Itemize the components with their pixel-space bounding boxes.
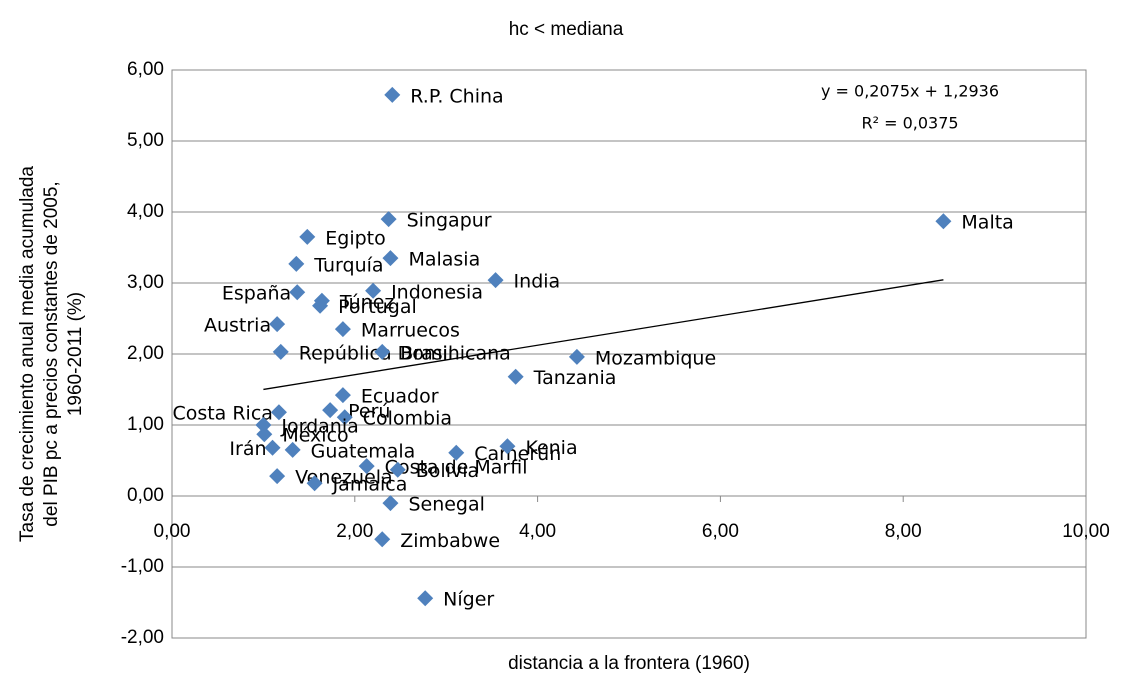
point (374, 343, 391, 360)
point (288, 255, 305, 272)
point (417, 590, 434, 607)
point (270, 404, 287, 421)
point (272, 343, 289, 360)
point-label: Malta (961, 212, 1013, 234)
point-label: Ecuador (361, 386, 439, 408)
point-label: Indonesia (391, 281, 483, 303)
point-label: Jamaica (332, 474, 408, 496)
point (380, 211, 397, 228)
point (336, 409, 353, 426)
point-label: Malasia (408, 249, 480, 271)
y-axis-title-line: Tasa de crecimiento anual media acumulad… (17, 166, 38, 542)
point (255, 417, 272, 433)
point-label: Guatemala (311, 440, 416, 462)
point-label: Irán (229, 438, 266, 460)
point-label: España (222, 283, 291, 305)
y-tick-label: 5,00 (127, 130, 164, 151)
point-label: República Dominicana (299, 342, 511, 364)
trend-equation: y = 0,2075x + 1,2936 (821, 82, 999, 101)
point-label: Tanzania (533, 367, 617, 389)
point (389, 461, 406, 478)
point (374, 531, 391, 548)
x-axis-title: distancia a la frontera (1960) (508, 653, 750, 674)
point (334, 321, 351, 338)
y-tick-label: 6,00 (127, 59, 164, 80)
point-label: Turquía (313, 254, 383, 276)
x-tick-label: 4,00 (519, 521, 556, 542)
point-label: México (282, 425, 348, 447)
y-tick-label: 4,00 (127, 201, 164, 222)
point-label: Zimbabwe (400, 530, 500, 552)
point-label: India (514, 271, 561, 293)
point-label: Kenia (525, 437, 577, 459)
point (299, 228, 316, 245)
y-tick-label: -2,00 (121, 627, 164, 648)
point (269, 316, 286, 333)
point-label: Mozambique (595, 347, 716, 369)
point-label: Perú (348, 401, 390, 423)
point-label: Egipto (325, 227, 385, 249)
point (334, 387, 351, 404)
point (935, 213, 952, 230)
point (322, 402, 339, 419)
x-tick-label: 8,00 (885, 521, 922, 542)
point-label: Colombia (363, 408, 452, 430)
point-label: Marruecos (361, 320, 460, 342)
point (384, 86, 401, 103)
y-tick-label: 2,00 (127, 343, 164, 364)
point (269, 468, 286, 485)
point-label: R.P. China (410, 85, 503, 107)
point-label: Bolivia (416, 460, 479, 482)
point (487, 272, 504, 289)
point-label: Camerún (474, 443, 561, 465)
x-tick-label: 2,00 (336, 521, 373, 542)
chart-title: hc < mediana (509, 19, 624, 40)
trend-r2: R² = 0,0375 (861, 114, 958, 133)
trend-line (263, 279, 944, 391)
point-label: Níger (443, 589, 494, 611)
point-label: Túnez (339, 291, 394, 313)
point-label: Costa Rica (172, 403, 273, 425)
point (382, 495, 399, 512)
point (568, 348, 585, 365)
y-tick-label: 3,00 (127, 272, 164, 293)
point (256, 426, 273, 443)
y-tick-label: 1,00 (127, 414, 164, 435)
x-tick-label: 6,00 (702, 521, 739, 542)
point (284, 441, 301, 458)
point-label: Senegal (408, 494, 484, 516)
point (507, 368, 524, 385)
point (382, 250, 399, 267)
point (312, 297, 329, 314)
point (358, 458, 375, 475)
point (499, 438, 516, 455)
y-axis-title-line: del PIB pc a precios constantes de 2005, (41, 181, 62, 526)
y-axis-title-line: 1960-2011 (%) (65, 292, 86, 416)
point-label: Austria (204, 315, 271, 337)
point-label: Costa de Marfil (385, 457, 528, 479)
point (448, 444, 465, 461)
point (289, 284, 306, 301)
y-tick-label: 0,00 (127, 485, 164, 506)
point (264, 439, 281, 456)
point (306, 475, 323, 492)
y-tick-label: -1,00 (121, 556, 164, 577)
point-label: Brasil (400, 342, 453, 364)
point-label: Portugal (338, 296, 417, 318)
y-axis-title: Tasa de crecimiento anual media acumulad… (17, 166, 86, 542)
x-tick-label: 0,00 (154, 521, 191, 542)
point-label: Singapur (407, 210, 492, 232)
point (365, 282, 382, 299)
x-tick-label: 10,00 (1062, 521, 1110, 542)
point-label: Jordania (280, 416, 358, 438)
